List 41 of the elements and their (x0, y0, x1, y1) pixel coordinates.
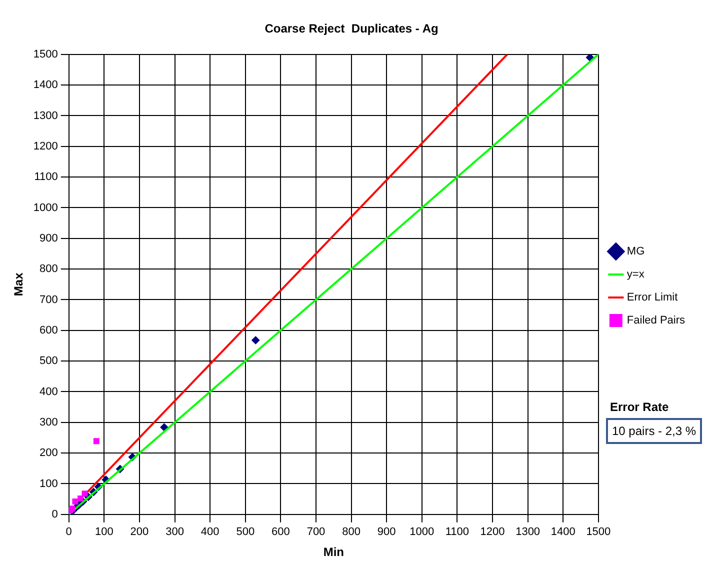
x-tick-label: 0 (66, 526, 72, 538)
legend-label: Error Limit (626, 292, 678, 304)
x-tick-label: 700 (306, 526, 326, 538)
y-tick-label: 800 (40, 263, 58, 276)
text: Error Rate (608, 400, 671, 414)
x-tick-label: 1000 (410, 526, 434, 538)
y-tick-label: 500 (40, 355, 58, 368)
x-tick-label: 800 (342, 526, 360, 538)
y-axis-title: Max (12, 272, 26, 296)
x-tick-label: 500 (236, 526, 255, 538)
x-tick-label: 1100 (445, 526, 470, 538)
y-tick-label: 1300 (33, 110, 58, 122)
y-tick-label: 1200 (33, 140, 58, 152)
x-tick-label: 900 (377, 526, 396, 538)
x-tick-label: 1400 (550, 526, 576, 538)
legend-label: MG (626, 246, 645, 258)
x-tick-label: 1500 (586, 526, 611, 538)
x-tick-label: 200 (130, 526, 149, 538)
y-tick-label: 1500 (33, 48, 58, 60)
x-tick-label: 400 (200, 526, 220, 538)
x-tick-label: 300 (166, 526, 184, 538)
x-tick-label: 100 (94, 526, 114, 538)
y-tick-label: 100 (40, 478, 58, 490)
x-tick-label: 1200 (480, 526, 505, 538)
y-tick-label: 0 (52, 508, 58, 520)
x-axis-title: Min (323, 545, 344, 560)
legend-label: y=x (626, 268, 645, 281)
y-tick-label: 400 (40, 386, 58, 398)
y-tick-label: 200 (40, 447, 58, 460)
x-tick-label: 600 (272, 526, 290, 538)
y-tick-label: 1000 (33, 202, 58, 214)
chart-title: Coarse Reject Duplicates - Ag (264, 22, 438, 36)
legend-label: Failed Pairs (626, 314, 686, 327)
y-tick-label: 600 (40, 324, 58, 336)
x-tick-label: 1300 (516, 526, 540, 538)
y-tick-label: 300 (40, 416, 58, 428)
y-tick-label: 1100 (34, 171, 58, 184)
y-tick-label: 700 (40, 294, 58, 306)
text: 10 pairs - 2,3 % (606, 418, 702, 444)
y-tick-label: 900 (40, 232, 58, 244)
y-tick-label: 1400 (33, 79, 58, 92)
